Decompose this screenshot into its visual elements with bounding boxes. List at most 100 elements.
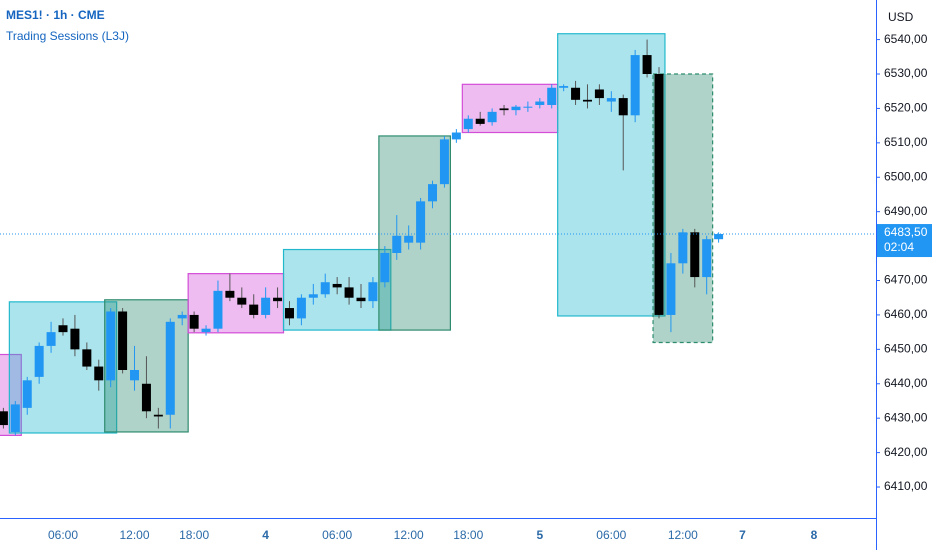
symbol-title: MES1! · 1h · CME: [6, 8, 105, 22]
x-tick-label: 12:00: [394, 528, 424, 542]
candle-body: [618, 98, 628, 116]
candle-body: [273, 297, 283, 302]
candle-body: [118, 311, 128, 370]
last-price-box: [877, 224, 932, 258]
candle-body: [296, 297, 306, 319]
candle-body: [130, 370, 140, 381]
x-tick-label: 06:00: [322, 528, 352, 542]
candle-body: [344, 287, 354, 298]
candle-body: [82, 349, 92, 367]
countdown-label: 02:04: [884, 240, 914, 254]
y-tick-label: 6440,00: [884, 376, 928, 390]
session-box: [378, 135, 452, 331]
candle-body: [428, 184, 438, 202]
y-tick-label: 6510,00: [884, 135, 928, 149]
y-tick-label: 6470,00: [884, 273, 928, 287]
axes-layer: 6410,00 6420,00 6430,00 6440,00 6450,00 6460,…: [0, 32, 932, 542]
candle-body: [34, 345, 44, 377]
candle-body: [475, 118, 485, 124]
currency-label: USD: [888, 10, 914, 24]
last-price-label: 6483,50: [884, 225, 928, 239]
candle-body: [702, 239, 712, 278]
y-tick-label: 6490,00: [884, 204, 928, 218]
candle-body: [487, 111, 497, 123]
candle-body: [559, 86, 569, 88]
candle-body: [58, 325, 68, 333]
candle-body: [499, 108, 509, 111]
candle-body: [451, 132, 461, 140]
session-box: [461, 83, 559, 134]
y-tick-label: 6520,00: [884, 101, 928, 115]
candle-body: [678, 232, 688, 264]
candle-body: [249, 304, 259, 315]
candle-body: [535, 101, 545, 105]
candle-body: [654, 74, 664, 315]
candle-body: [356, 297, 366, 302]
x-tick-label: 8: [811, 528, 818, 542]
candle-body: [237, 297, 247, 305]
candle-body: [714, 234, 724, 240]
candle-body: [630, 55, 640, 116]
candle-body: [0, 411, 8, 426]
x-tick-label: 12:00: [120, 528, 150, 542]
candle-body: [463, 118, 473, 130]
candle-body: [153, 414, 163, 417]
candle-body: [141, 383, 151, 412]
x-tick-label: 7: [739, 528, 746, 542]
y-tick-label: 6410,00: [884, 479, 928, 493]
x-tick-label: 06:00: [48, 528, 78, 542]
y-tick-label: 6540,00: [884, 32, 928, 46]
y-tick-label: 6420,00: [884, 445, 928, 459]
candle-body: [690, 232, 700, 278]
x-tick-label: 12:00: [668, 528, 698, 542]
candle-body: [594, 89, 604, 99]
candle-body: [70, 328, 80, 350]
candle-body: [332, 283, 342, 288]
y-tick-label: 6500,00: [884, 169, 928, 183]
candle-body: [22, 380, 32, 408]
x-tick-label: 18:00: [179, 528, 209, 542]
candle-body: [225, 290, 235, 298]
candle-body: [511, 106, 521, 111]
candle-body: [416, 201, 426, 243]
candle-body: [606, 98, 616, 102]
candle-body: [201, 328, 211, 333]
x-tick-label: 06:00: [596, 528, 626, 542]
candle-body: [320, 282, 330, 295]
y-tick-label: 6450,00: [884, 342, 928, 356]
candle-body: [368, 282, 378, 302]
candle-body: [642, 55, 652, 74]
candle-body: [523, 106, 533, 108]
candle-body: [582, 99, 592, 102]
candle-body: [547, 87, 557, 105]
candle-body: [439, 139, 449, 185]
y-tick-label: 6460,00: [884, 307, 928, 321]
session-box: [557, 33, 666, 317]
candles-layer: [0, 39, 724, 436]
candle-body: [380, 252, 390, 283]
y-tick-label: 6530,00: [884, 66, 928, 80]
candle-body: [666, 263, 676, 315]
candle-body: [404, 235, 414, 243]
indicator-title: Trading Sessions (L3J): [6, 29, 129, 43]
candle-body: [10, 404, 20, 432]
candle-body: [261, 297, 271, 315]
x-tick-label: 4: [262, 528, 269, 542]
y-tick-label: 6430,00: [884, 410, 928, 424]
candle-body: [392, 235, 402, 253]
x-tick-label: 18:00: [453, 528, 483, 542]
candle-body: [308, 294, 318, 298]
candle-body: [94, 366, 104, 381]
candle-body: [106, 311, 116, 381]
candle-body: [571, 87, 581, 100]
candle-body: [165, 321, 175, 415]
candle-body: [189, 314, 199, 329]
candle-body: [177, 314, 187, 319]
candle-body: [213, 290, 223, 329]
x-tick-label: 5: [536, 528, 543, 542]
candle-body: [46, 332, 56, 346]
candle-body: [284, 308, 294, 319]
